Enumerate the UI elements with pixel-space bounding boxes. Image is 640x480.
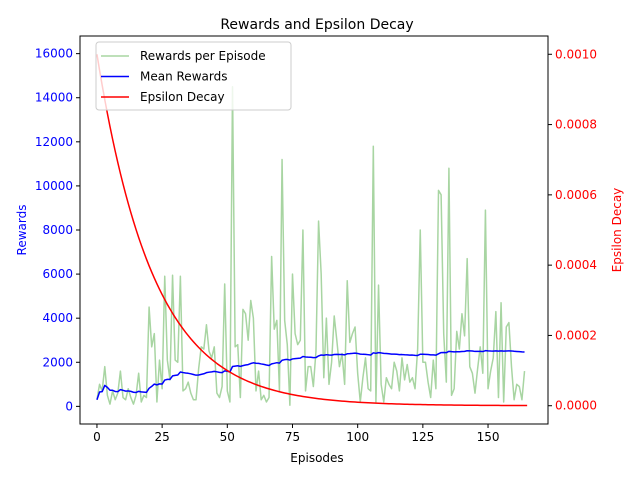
y-axis-right-title: Epsilon Decay [610, 188, 624, 273]
y-right-tick-label: 0.0002 [555, 328, 597, 342]
x-tick-label: 75 [285, 430, 300, 444]
legend-entry-mean-label: Mean Rewards [140, 70, 227, 84]
x-tick-label: 0 [93, 430, 101, 444]
y-right-tick-label: 0.0008 [555, 118, 597, 132]
legend-entry-epsilon-label: Epsilon Decay [140, 90, 225, 104]
y-left-tick-label: 6000 [42, 267, 73, 281]
x-tick-label: 100 [346, 430, 369, 444]
y-left-tick-label: 14000 [35, 91, 73, 105]
rewards-per-episode-line [96, 85, 526, 407]
y-left-tick-label: 10000 [35, 179, 73, 193]
y-right-tick-label: 0.0000 [555, 399, 597, 413]
plot-frame [79, 35, 549, 425]
y-left-tick-label: 2000 [42, 355, 73, 369]
y-right-tick-label: 0.0004 [555, 258, 597, 272]
legend: Rewards per Episode Mean Rewards Epsilon D… [95, 41, 292, 111]
y-axis-right: 0.0000 0.0002 0.0004 0.0006 0.0008 0.0010 [548, 47, 597, 413]
legend-entry-rewards-label: Rewards per Episode [140, 49, 266, 63]
mean-rewards-line [96, 349, 525, 400]
y-left-tick-label: 8000 [42, 223, 73, 237]
y-left-tick-label: 4000 [42, 311, 73, 325]
x-tick-label: 125 [411, 430, 434, 444]
epsilon-decay-line [96, 54, 528, 407]
plot-area [96, 54, 528, 407]
x-tick-label: 50 [220, 430, 235, 444]
legend-box [95, 41, 292, 111]
x-axis-title: Episodes [290, 451, 343, 465]
x-tick-label: 150 [477, 430, 500, 444]
y-left-tick-label: 0 [65, 399, 73, 413]
y-right-tick-label: 0.0010 [555, 47, 597, 61]
y-left-tick-label: 16000 [35, 47, 73, 61]
x-axis: 0 25 50 75 100 125 150 [93, 424, 499, 444]
x-tick-label: 25 [154, 430, 169, 444]
y-axis-left-title: Rewards [15, 205, 29, 256]
y-left-tick-label: 12000 [35, 135, 73, 149]
y-axis-left: 0 2000 4000 6000 8000 10000 12000 14000 16000 [35, 47, 80, 413]
chart-title: Rewards and Epsilon Decay [220, 17, 413, 33]
y-right-tick-label: 0.0006 [555, 188, 597, 202]
